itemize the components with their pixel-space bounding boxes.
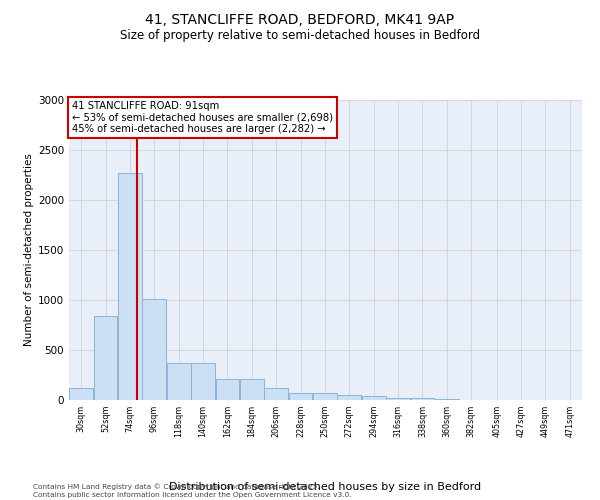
Bar (240, 378, 264, 400)
Bar (386, 398, 410, 400)
Bar (313, 392, 337, 400)
Bar (264, 388, 288, 400)
Bar (69, 388, 93, 400)
Bar (94, 316, 118, 400)
Bar (142, 299, 166, 400)
Bar (118, 173, 142, 400)
Bar (362, 396, 386, 400)
Bar (435, 399, 459, 400)
Text: Contains HM Land Registry data © Crown copyright and database right 2025.
Contai: Contains HM Land Registry data © Crown c… (33, 484, 352, 498)
Bar (410, 398, 434, 400)
Bar (191, 363, 215, 400)
Bar (167, 363, 191, 400)
Bar (337, 394, 361, 400)
Text: 41 STANCLIFFE ROAD: 91sqm
← 53% of semi-detached houses are smaller (2,698)
45% : 41 STANCLIFFE ROAD: 91sqm ← 53% of semi-… (73, 101, 334, 134)
X-axis label: Distribution of semi-detached houses by size in Bedford: Distribution of semi-detached houses by … (169, 482, 482, 492)
Text: 41, STANCLIFFE ROAD, BEDFORD, MK41 9AP: 41, STANCLIFFE ROAD, BEDFORD, MK41 9AP (145, 12, 455, 26)
Bar (215, 378, 239, 400)
Bar (289, 392, 313, 400)
Y-axis label: Number of semi-detached properties: Number of semi-detached properties (24, 154, 34, 346)
Text: Size of property relative to semi-detached houses in Bedford: Size of property relative to semi-detach… (120, 29, 480, 42)
